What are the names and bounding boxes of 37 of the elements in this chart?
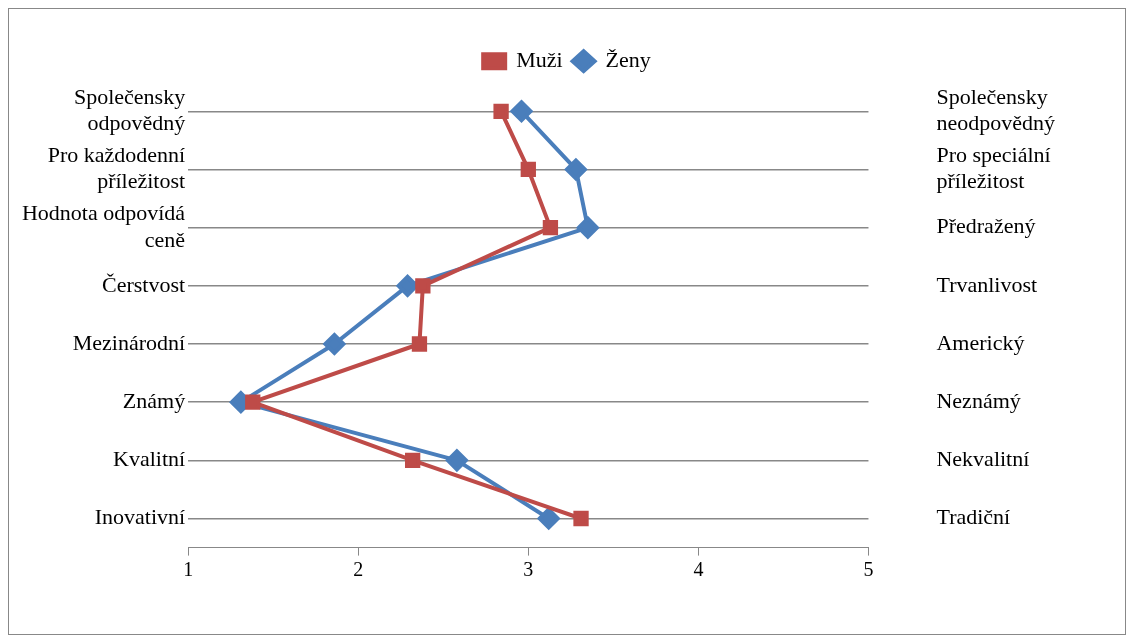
y-tick-label: Hodnota odpovídá ceně [21, 200, 186, 252]
y-tick-label: Čerstvost [102, 271, 186, 297]
point [415, 278, 431, 294]
legend-label: Muži [516, 46, 563, 72]
point [323, 332, 346, 355]
y2-tick-label: Nekvalitní [936, 446, 1030, 472]
point [411, 336, 428, 352]
point [510, 100, 533, 123]
x-tick-label: 4 [693, 557, 704, 580]
y2-tick-label: Tradiční [936, 504, 1011, 530]
y2-tick-label: Předražený [936, 213, 1036, 239]
y-tick-label: Známý [122, 387, 186, 413]
point [493, 103, 509, 119]
legend-label: Ženy [605, 46, 651, 72]
y2-tick-label: Neznámý [936, 387, 1021, 413]
point [573, 510, 589, 527]
point [542, 219, 559, 236]
y-tick-label: Inovativní [94, 504, 186, 530]
point [576, 216, 599, 239]
y-tick-label: Společensky odpovědný [73, 83, 186, 136]
y2-tick-label: Pro speciální příležitost [936, 142, 1051, 194]
x-tick-label: 3 [523, 557, 534, 580]
y-tick-label: Mezinárodní [72, 329, 186, 355]
point [445, 449, 468, 472]
y-tick-label: Kvalitní [113, 446, 186, 472]
point [404, 452, 421, 468]
point [245, 394, 261, 410]
y2-tick-label: Společensky neodpovědný [936, 83, 1055, 136]
x-tick-label: 2 [353, 557, 364, 580]
y2-tick-label: Trvanlivost [936, 271, 1038, 297]
point [564, 158, 587, 181]
x-tick-label: 5 [863, 557, 874, 580]
y-tick-label: Pro každodenní příležitost [47, 142, 186, 194]
point [520, 161, 536, 178]
x-tick-label: 1 [183, 557, 194, 580]
y2-tick-label: Americký [936, 329, 1025, 355]
point [537, 507, 560, 530]
